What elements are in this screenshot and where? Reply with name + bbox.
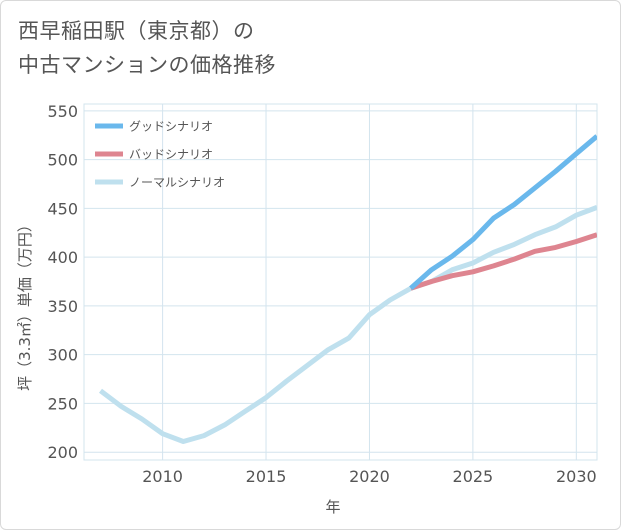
y-tick-label: 500 (47, 151, 78, 170)
series-lines (98, 134, 597, 444)
y-axis-ticks: 200 250 300 350 400 450 500 550 (47, 102, 78, 462)
x-tick-label: 2020 (349, 467, 390, 486)
chart-title: 西早稲田駅（東京都）の 中古マンションの価格推移 (18, 14, 578, 82)
legend-normal-label: ノーマルシナリオ (129, 176, 225, 190)
y-tick-label: 250 (47, 394, 78, 413)
y-tick-label: 550 (47, 102, 78, 121)
x-tick-label: 2010 (142, 467, 183, 486)
normal-scenario-line (98, 205, 597, 444)
x-axis-ticks: 2010 2015 2020 2025 2030 (142, 467, 596, 486)
good-scenario-line (409, 134, 597, 291)
chart-title-line-1: 西早稲田駅（東京都）の (18, 19, 255, 43)
x-tick-label: 2015 (246, 467, 287, 486)
chart-title-line-2: 中古マンションの価格推移 (18, 53, 276, 77)
plot-area (83, 103, 598, 461)
x-axis-label: 年 (325, 498, 340, 516)
y-tick-label: 450 (47, 199, 78, 218)
y-tick-label: 350 (47, 297, 78, 316)
y-axis-label: 坪（3.3㎡）単価（万円） (16, 217, 34, 391)
legend-good-label: グッドシナリオ (129, 120, 213, 134)
x-tick-label: 2025 (453, 467, 494, 486)
x-tick-label: 2030 (556, 467, 597, 486)
bad-scenario-line (410, 232, 597, 291)
y-tick-label: 400 (47, 248, 78, 267)
legend-bad-label: バッドシナリオ (129, 148, 213, 162)
y-tick-label: 300 (47, 346, 78, 365)
y-tick-label: 200 (47, 443, 78, 462)
